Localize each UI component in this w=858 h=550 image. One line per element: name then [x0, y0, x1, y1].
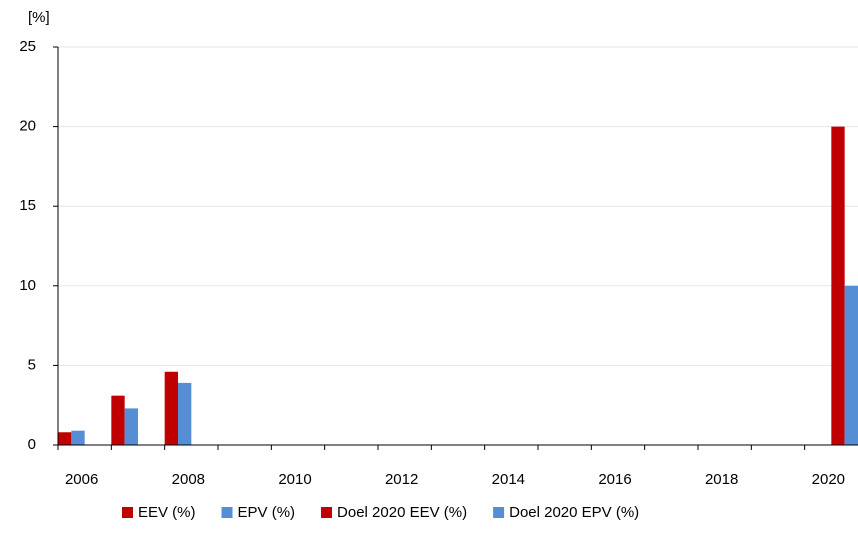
bar: [164, 371, 178, 445]
bar: [111, 395, 125, 445]
y-tick-label: 25: [19, 38, 36, 55]
bar: [124, 408, 138, 445]
legend-label: EEV (%): [138, 504, 196, 521]
x-tick-label: 2020: [812, 471, 845, 488]
y-axis-label: [%]: [28, 9, 50, 26]
legend-label: EPV (%): [238, 504, 296, 521]
x-tick-label: 2008: [172, 471, 205, 488]
legend-swatch: [321, 507, 333, 518]
bar: [58, 432, 72, 445]
bar: [831, 126, 845, 445]
y-tick-label: 5: [28, 356, 36, 373]
x-tick-label: 2018: [705, 471, 738, 488]
x-tick-label: 2010: [278, 471, 311, 488]
legend-swatch: [221, 507, 233, 518]
x-tick-label: 2006: [65, 471, 98, 488]
y-tick-label: 20: [19, 118, 36, 135]
bar: [71, 430, 85, 445]
legend-swatch: [493, 507, 505, 518]
bar: [178, 382, 192, 445]
x-tick-label: 2012: [385, 471, 418, 488]
x-tick-label: 2014: [492, 471, 525, 488]
y-tick-label: 0: [28, 436, 36, 453]
x-tick-label: 2016: [598, 471, 631, 488]
legend-swatch: [122, 507, 133, 518]
bar: [844, 285, 858, 445]
legend-label: Doel 2020 EEV (%): [337, 504, 467, 521]
legend-label: Doel 2020 EPV (%): [509, 504, 639, 521]
y-tick-label: 15: [19, 197, 36, 214]
y-tick-label: 10: [19, 277, 36, 294]
